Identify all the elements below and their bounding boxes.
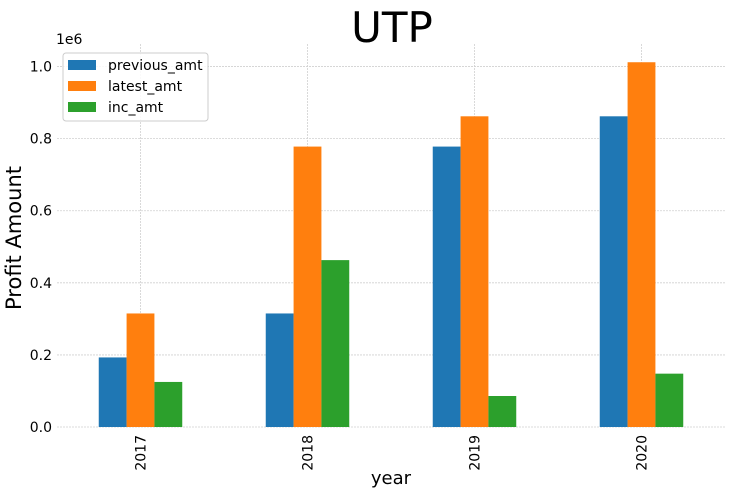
x-tick-label: 2017 [134,435,150,471]
legend: previous_amt latest_amt inc_amt [62,52,209,122]
x-tick-label: 2018 [301,435,317,471]
legend-label: latest_amt [108,79,183,95]
y-tick-label: 0.8 [30,132,52,148]
x-axis-title: year [371,468,412,489]
legend-swatch [68,81,96,91]
bar-previous_amt-2019 [432,146,461,428]
y-axis-title: Profit Amount [2,166,26,310]
y-offset-label: 1e6 [56,32,83,48]
y-tick-label: 0.0 [30,420,52,436]
chart-title: UTP [351,3,433,52]
x-tick-label: 2020 [635,435,651,471]
bar-latest_amt-2020 [627,62,656,427]
bar-inc_amt-2018 [321,260,350,427]
bar-latest_amt-2019 [460,116,489,428]
y-axis-ticks: 0.0 0.2 0.4 0.6 0.8 1.0 [30,60,52,436]
y-tick-label: 1.0 [30,60,52,76]
bar-latest_amt-2018 [293,146,322,428]
legend-swatch [68,102,96,112]
bar-latest_amt-2017 [126,313,155,427]
legend-label: inc_amt [108,100,164,116]
y-tick-label: 0.2 [30,348,52,364]
legend-box [62,52,209,122]
legend-label: previous_amt [108,58,203,74]
bars [98,62,684,428]
x-axis-ticks: 2017 2018 2019 2020 [134,435,651,471]
y-tick-label: 0.6 [30,204,52,220]
bar-previous_amt-2020 [599,116,628,428]
bar-previous_amt-2017 [98,357,127,427]
x-tick-label: 2019 [468,435,484,471]
y-tick-label: 0.4 [30,276,52,292]
bar-inc_amt-2019 [488,396,517,427]
bar-inc_amt-2017 [154,381,183,427]
bar-inc_amt-2020 [655,373,684,427]
legend-swatch [68,60,96,70]
bar-previous_amt-2018 [265,313,294,427]
